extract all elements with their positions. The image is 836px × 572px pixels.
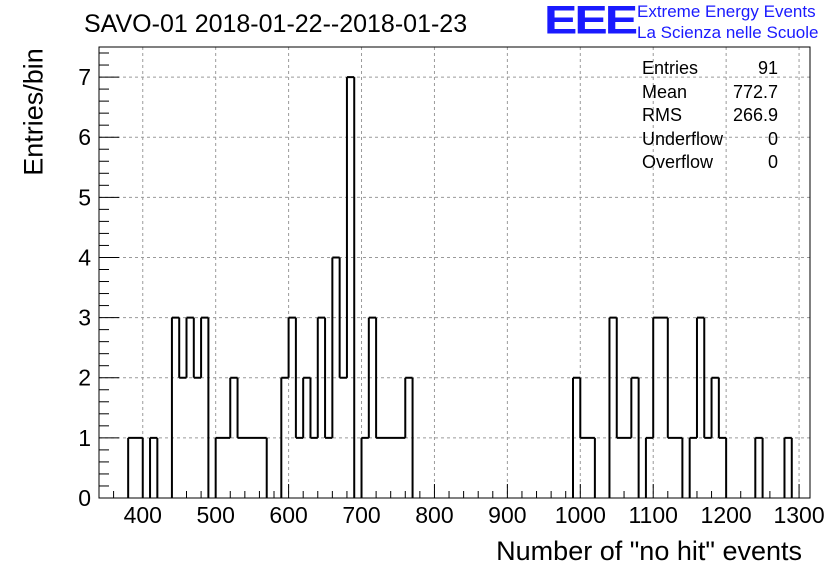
plot-frame bbox=[98, 46, 811, 499]
histogram-bar bbox=[617, 438, 624, 498]
histogram-bar bbox=[128, 438, 135, 498]
histogram-bar bbox=[238, 438, 245, 498]
stats-label: RMS bbox=[642, 105, 682, 125]
histogram-bar bbox=[697, 318, 704, 498]
histogram-bar bbox=[135, 438, 142, 498]
histogram-bar bbox=[675, 438, 682, 498]
y-axis-label: Entries/bin bbox=[18, 48, 49, 176]
histogram-bar bbox=[690, 438, 697, 498]
brand-line-1: Extreme Energy Events bbox=[637, 2, 816, 21]
y-tick-label: 6 bbox=[78, 124, 91, 150]
histogram-bar bbox=[172, 318, 179, 498]
eee-logo: EEE bbox=[544, 0, 638, 43]
histogram-bar bbox=[296, 438, 303, 498]
histogram-bar bbox=[609, 318, 616, 498]
histogram-bar bbox=[369, 318, 376, 498]
histogram-bar bbox=[259, 438, 266, 498]
histogram-bar bbox=[376, 438, 383, 498]
stats-value: 91 bbox=[757, 58, 778, 78]
histogram-bar bbox=[187, 318, 194, 498]
x-tick-label: 1000 bbox=[555, 502, 606, 528]
x-tick-label: 800 bbox=[415, 502, 453, 528]
x-tick-label: 900 bbox=[488, 502, 526, 528]
histogram-bar bbox=[755, 438, 762, 498]
stats-row: RMS 266.9 bbox=[642, 105, 778, 127]
histogram-bar bbox=[347, 77, 354, 498]
histogram-bar bbox=[398, 438, 405, 498]
x-axis-label: Number of "no hit" events bbox=[496, 536, 802, 566]
histogram-bar bbox=[216, 438, 223, 498]
histogram-bar bbox=[201, 318, 208, 498]
y-tick-label: 1 bbox=[78, 425, 91, 451]
stats-value: 0 bbox=[767, 152, 778, 172]
x-tick-label: 600 bbox=[269, 502, 307, 528]
histogram-bar bbox=[661, 318, 668, 498]
stats-value: 772.7 bbox=[732, 81, 778, 102]
stats-row: Entries 91 bbox=[642, 58, 778, 80]
stats-row: Overflow 0 bbox=[642, 152, 778, 174]
histogram-bar bbox=[719, 438, 726, 498]
y-tick-label: 4 bbox=[78, 244, 91, 270]
stats-row: Mean 772.7 bbox=[642, 82, 778, 104]
y-tick-label: 3 bbox=[78, 305, 91, 331]
x-tick-label: 400 bbox=[124, 502, 162, 528]
x-tick-label: 500 bbox=[196, 502, 234, 528]
chart-title: SAVO-01 2018-01-22--2018-01-23 bbox=[84, 10, 468, 38]
histogram-bar bbox=[580, 438, 587, 498]
histogram-outline bbox=[127, 76, 793, 498]
histogram-bar bbox=[784, 438, 791, 498]
stats-label: Underflow bbox=[642, 128, 724, 149]
stats-value: 0 bbox=[767, 128, 778, 149]
stats-row: Underflow 0 bbox=[642, 129, 778, 151]
histogram-bar bbox=[325, 438, 332, 498]
histogram-bar bbox=[318, 318, 325, 498]
stats-value: 266.9 bbox=[732, 105, 778, 125]
histogram-bar bbox=[624, 438, 631, 498]
histogram-bar bbox=[588, 438, 595, 498]
histogram-bar bbox=[289, 318, 296, 498]
histogram-bar bbox=[150, 438, 157, 498]
x-tick-label: 1300 bbox=[773, 502, 824, 528]
brand-line-2: La Scienza nelle Scuole bbox=[637, 23, 819, 42]
histogram-bar bbox=[310, 438, 317, 498]
y-tick-label: 5 bbox=[78, 184, 91, 210]
y-tick-label: 2 bbox=[78, 365, 91, 391]
y-tick-label: 0 bbox=[78, 485, 91, 511]
x-tick-label: 700 bbox=[342, 502, 380, 528]
stats-label: Mean bbox=[642, 81, 688, 102]
x-tick-label: 1200 bbox=[701, 502, 752, 528]
histogram-bar bbox=[668, 438, 675, 498]
x-tick-label: 1100 bbox=[628, 502, 677, 528]
histogram-bar bbox=[383, 438, 390, 498]
histogram-bar bbox=[252, 438, 259, 498]
histogram-bar bbox=[653, 318, 660, 498]
histogram-bar bbox=[391, 438, 398, 498]
histogram-bar bbox=[245, 438, 252, 498]
histogram-bar bbox=[646, 438, 653, 498]
histogram-bar bbox=[223, 438, 230, 498]
histogram-bar bbox=[704, 438, 711, 498]
stats-label: Entries bbox=[642, 58, 699, 78]
stats-label: Overflow bbox=[642, 152, 714, 172]
y-tick-label: 7 bbox=[78, 64, 91, 90]
histogram-bar bbox=[362, 438, 369, 498]
